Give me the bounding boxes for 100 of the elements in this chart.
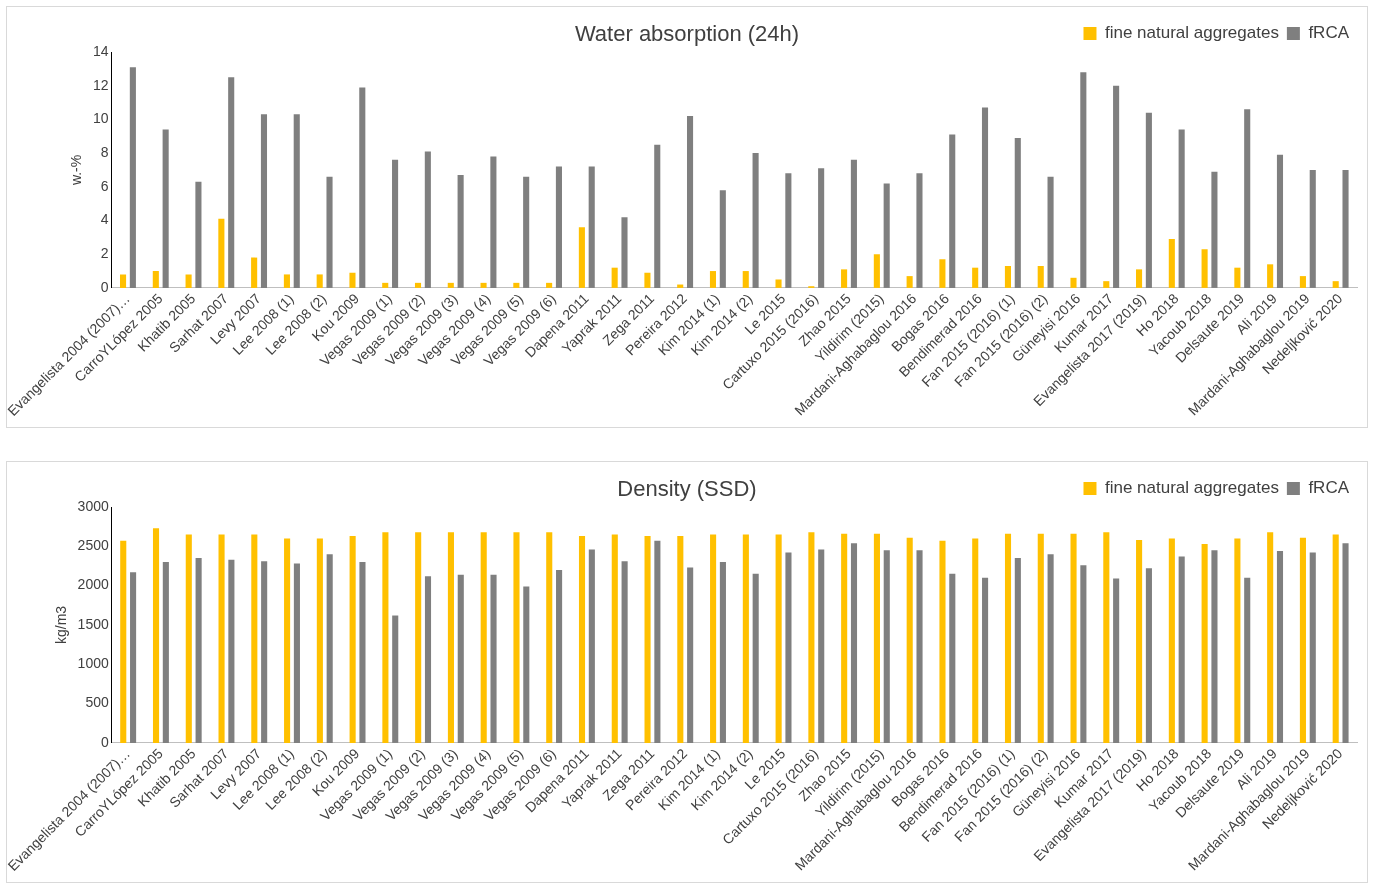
legend-label: fine natural aggregates bbox=[1104, 23, 1279, 43]
bar bbox=[687, 567, 694, 743]
bar bbox=[555, 166, 562, 288]
bar bbox=[1168, 538, 1175, 743]
bar bbox=[1004, 533, 1012, 743]
bar bbox=[883, 550, 890, 743]
bar bbox=[677, 536, 684, 743]
bar bbox=[972, 267, 979, 288]
y-tick-label: 6 bbox=[100, 177, 109, 194]
bar bbox=[326, 554, 333, 743]
bar bbox=[1145, 112, 1152, 288]
y-tick-label: 500 bbox=[85, 694, 109, 711]
bar bbox=[611, 534, 618, 743]
bar bbox=[818, 549, 825, 743]
bar bbox=[752, 153, 759, 288]
bar bbox=[1080, 72, 1087, 288]
bar bbox=[1103, 532, 1110, 743]
bar bbox=[1244, 109, 1251, 288]
bar bbox=[326, 176, 333, 288]
bar bbox=[120, 274, 127, 288]
bar bbox=[359, 562, 366, 743]
bar bbox=[228, 77, 235, 288]
bar bbox=[883, 183, 890, 288]
bar bbox=[293, 563, 300, 743]
bar bbox=[447, 532, 454, 743]
bar bbox=[1234, 538, 1241, 743]
bar bbox=[1332, 534, 1339, 743]
bar bbox=[185, 274, 192, 288]
bar bbox=[1299, 276, 1306, 288]
bar bbox=[457, 175, 464, 288]
bar bbox=[906, 537, 913, 743]
y-tick-label: 8 bbox=[100, 143, 109, 160]
bar bbox=[382, 532, 389, 743]
bar bbox=[654, 540, 661, 743]
bar bbox=[1267, 532, 1274, 743]
bar bbox=[359, 87, 366, 288]
bar bbox=[424, 576, 432, 743]
bar bbox=[1267, 264, 1274, 288]
bar bbox=[742, 271, 749, 288]
bar bbox=[480, 282, 487, 288]
bar bbox=[808, 532, 815, 743]
bar bbox=[523, 176, 530, 288]
legend-label: fRCA bbox=[1308, 23, 1350, 43]
bar bbox=[972, 538, 979, 743]
bar bbox=[1037, 266, 1044, 288]
bar bbox=[162, 129, 169, 288]
bar bbox=[719, 562, 726, 743]
bar bbox=[1047, 554, 1054, 743]
bar bbox=[392, 615, 399, 743]
y-tick-label: 3000 bbox=[77, 497, 109, 514]
bar bbox=[251, 534, 258, 743]
y-tick-label: 1000 bbox=[77, 655, 109, 672]
bar bbox=[447, 282, 454, 288]
bar bbox=[1070, 533, 1077, 743]
bar bbox=[415, 532, 422, 743]
y-axis-title: w.-% bbox=[68, 154, 85, 187]
bar bbox=[1299, 537, 1306, 743]
bar bbox=[349, 272, 356, 288]
bar bbox=[1178, 129, 1185, 288]
bar bbox=[1211, 171, 1218, 288]
bar bbox=[129, 67, 136, 288]
bar bbox=[710, 534, 717, 743]
bar bbox=[162, 562, 169, 743]
bar bbox=[185, 534, 192, 743]
legend-label: fine natural aggregates bbox=[1104, 478, 1279, 498]
bar bbox=[316, 274, 323, 288]
bar bbox=[349, 536, 356, 743]
bar bbox=[841, 533, 848, 743]
bar bbox=[785, 173, 792, 288]
bar bbox=[949, 134, 956, 288]
bar bbox=[873, 533, 880, 743]
bar bbox=[152, 271, 159, 288]
bar bbox=[982, 577, 989, 743]
bar bbox=[1342, 169, 1349, 288]
bar bbox=[611, 267, 618, 288]
chart-title: Density (SSD) bbox=[617, 476, 757, 501]
bar bbox=[775, 279, 782, 288]
bar bbox=[546, 282, 553, 288]
y-tick-label: 12 bbox=[92, 76, 109, 93]
bar bbox=[841, 269, 848, 288]
bar bbox=[939, 540, 946, 743]
bar bbox=[261, 561, 268, 743]
bar bbox=[1136, 269, 1143, 288]
bar bbox=[1103, 281, 1110, 288]
y-tick-label: 2000 bbox=[77, 576, 109, 593]
bar bbox=[1234, 267, 1241, 288]
bar bbox=[644, 272, 651, 288]
bar bbox=[949, 573, 956, 743]
y-tick-label: 0 bbox=[100, 278, 109, 295]
bar bbox=[686, 116, 694, 288]
bar bbox=[775, 534, 782, 743]
bar bbox=[850, 543, 858, 743]
bar bbox=[850, 159, 857, 288]
bar bbox=[1276, 551, 1284, 743]
bar bbox=[916, 550, 923, 743]
bar bbox=[1113, 85, 1120, 288]
bar bbox=[120, 540, 127, 743]
bar bbox=[578, 536, 586, 743]
y-tick-label: 2 bbox=[100, 245, 109, 262]
bar bbox=[316, 538, 323, 743]
